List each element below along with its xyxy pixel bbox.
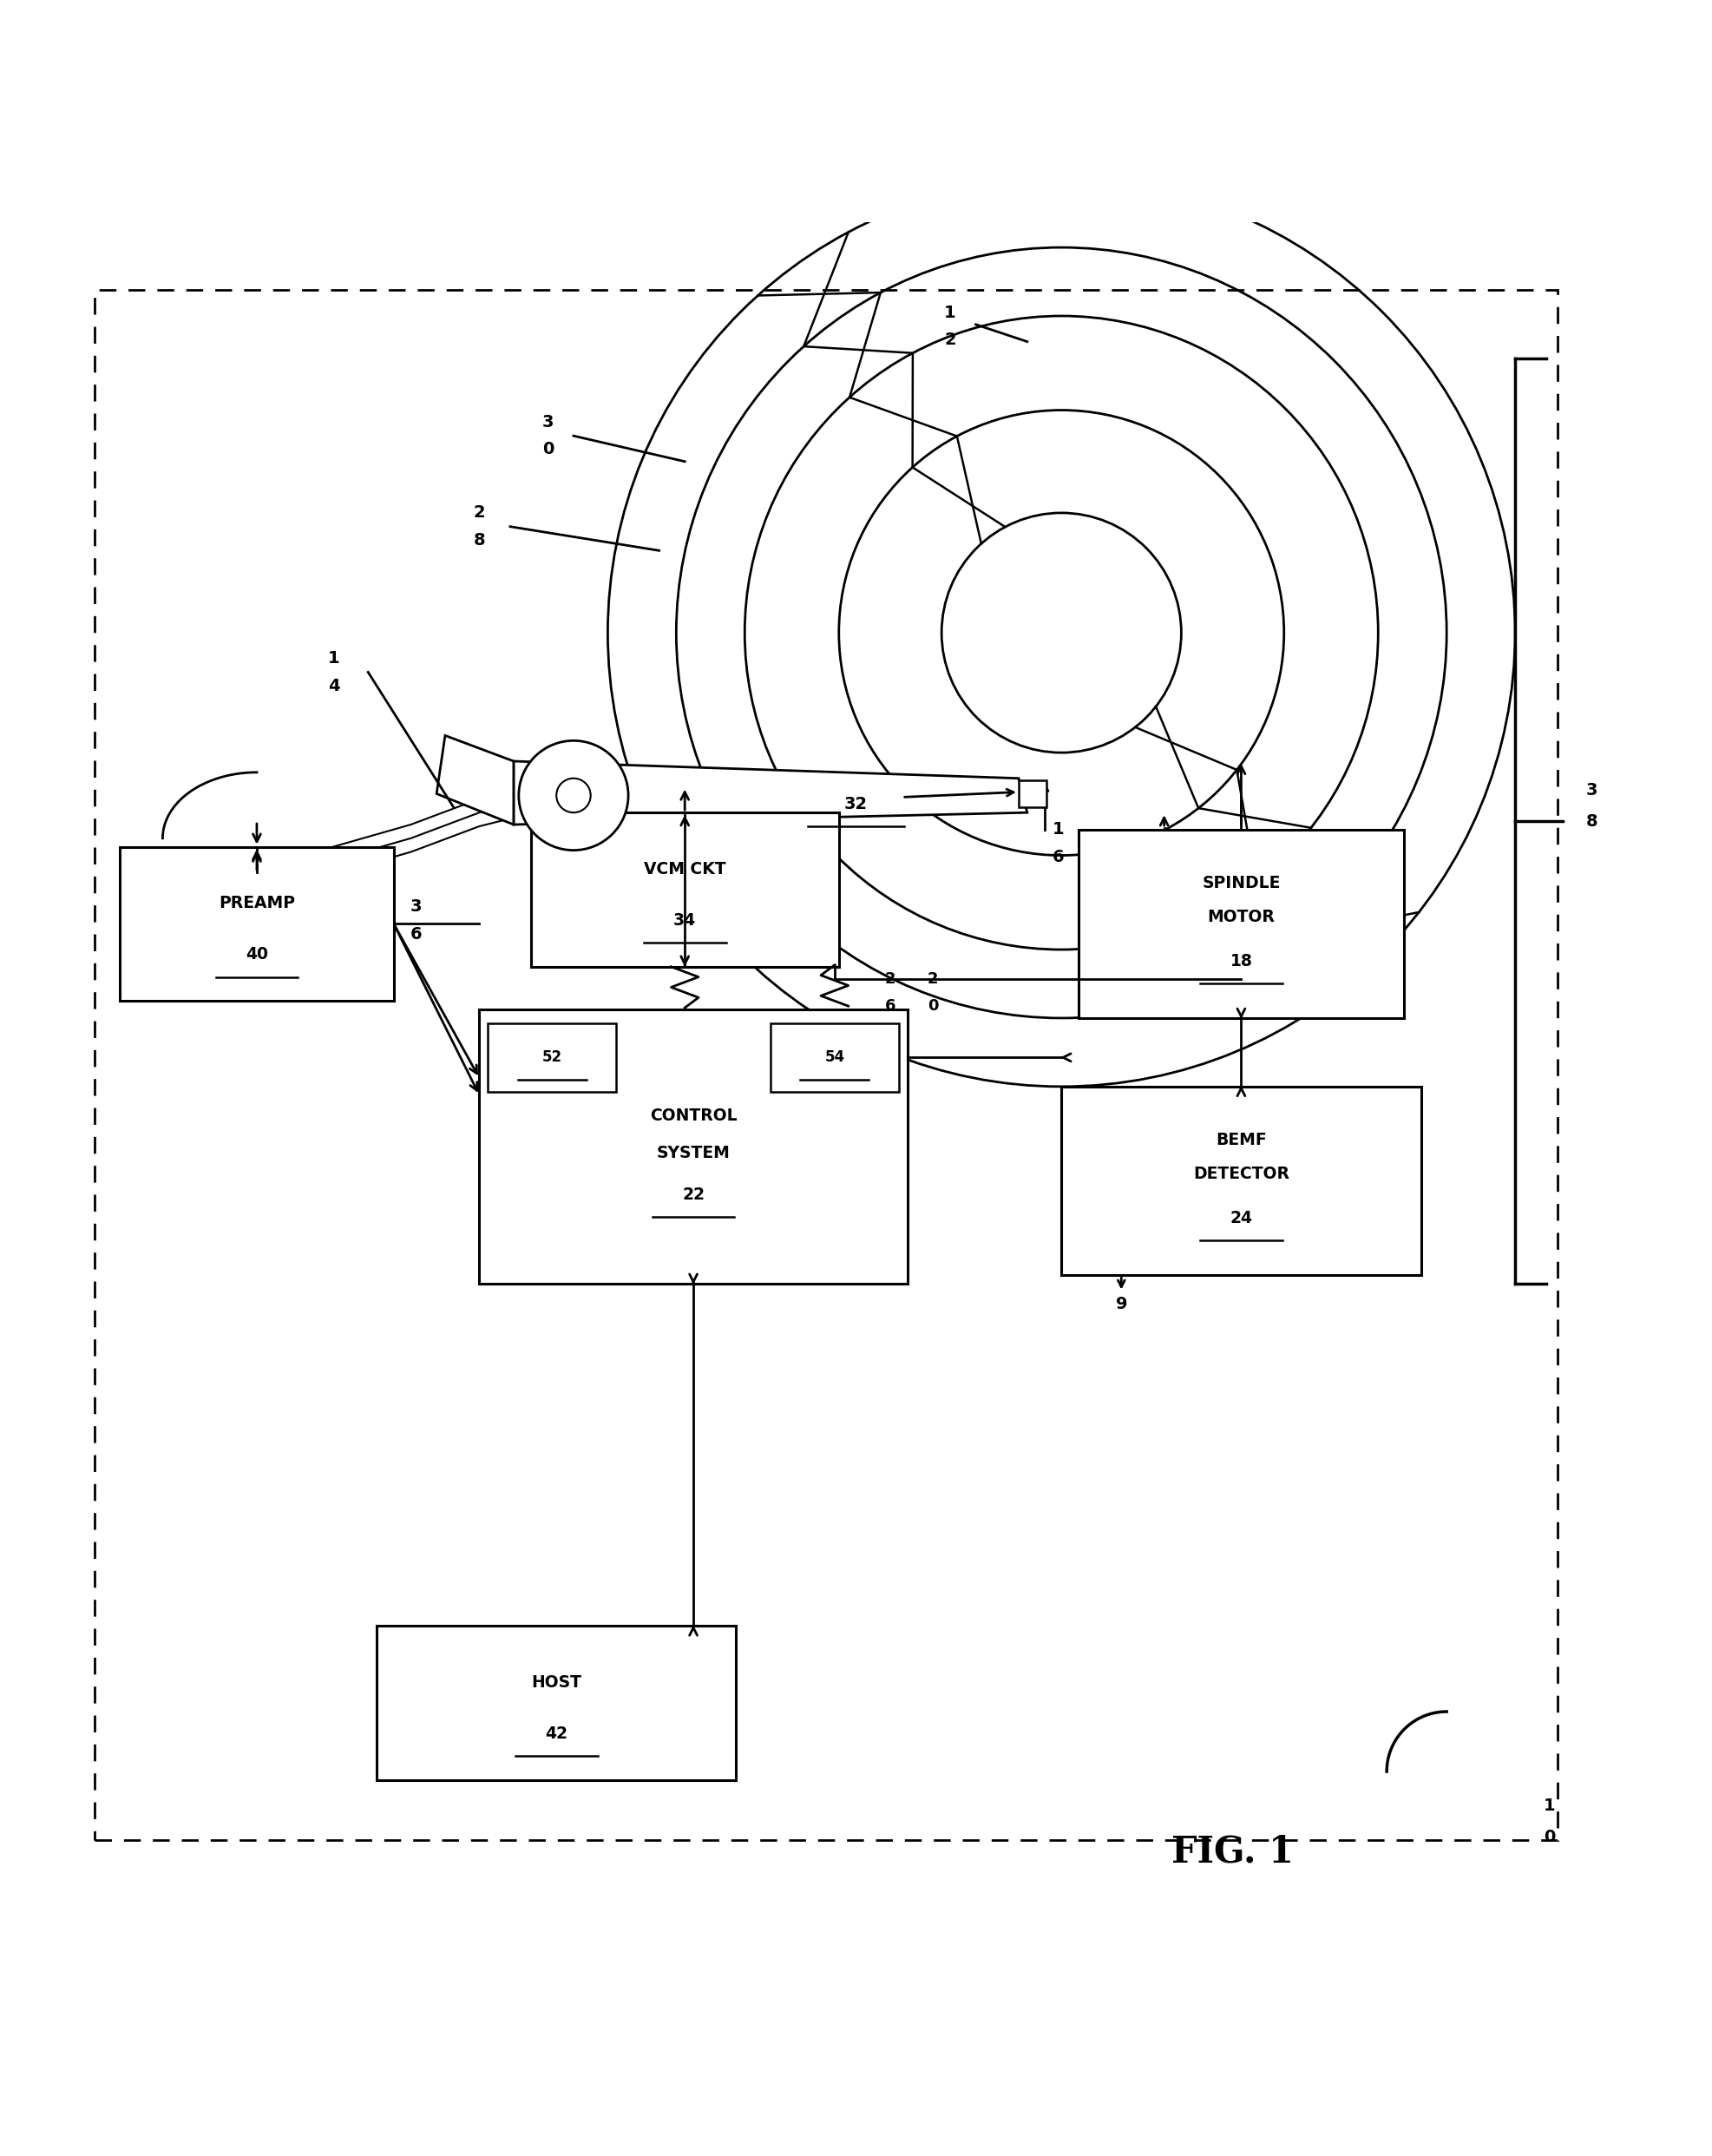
Text: 0: 0 <box>1275 860 1286 877</box>
Text: FIG. 1: FIG. 1 <box>1171 1835 1294 1869</box>
Bar <box>479 1009 907 1283</box>
Text: 6: 6 <box>411 925 421 942</box>
Text: 1: 1 <box>1544 1798 1554 1813</box>
Text: 3: 3 <box>411 899 421 914</box>
Bar <box>94 291 1558 1839</box>
Text: SYSTEM: SYSTEM <box>656 1145 731 1162</box>
Text: SPINDLE: SPINDLE <box>1202 875 1281 890</box>
Polygon shape <box>437 735 514 824</box>
Text: 0: 0 <box>1544 1828 1554 1846</box>
Text: 4: 4 <box>329 677 339 694</box>
Text: 6: 6 <box>1053 849 1063 865</box>
Text: DETECTOR: DETECTOR <box>1193 1166 1289 1181</box>
Text: 2: 2 <box>945 332 955 347</box>
Polygon shape <box>514 761 1027 824</box>
Bar <box>488 1024 616 1091</box>
Text: MOTOR: MOTOR <box>1207 910 1275 925</box>
Bar <box>1079 830 1404 1018</box>
Text: VCM CKT: VCM CKT <box>644 860 726 877</box>
Text: 3: 3 <box>1587 783 1597 798</box>
Text: 2: 2 <box>474 505 484 522</box>
Text: 6: 6 <box>885 998 895 1013</box>
Bar <box>1061 1087 1421 1274</box>
Text: 34: 34 <box>673 912 697 929</box>
Text: 54: 54 <box>825 1050 844 1065</box>
Text: 1: 1 <box>945 304 955 321</box>
Text: 2: 2 <box>928 970 938 987</box>
Text: 22: 22 <box>681 1186 705 1203</box>
Text: 3: 3 <box>543 414 553 431</box>
Text: 1: 1 <box>1053 821 1063 839</box>
Bar <box>120 847 394 1000</box>
Text: 32: 32 <box>844 796 868 813</box>
Circle shape <box>519 742 628 849</box>
Text: CONTROL: CONTROL <box>649 1108 738 1123</box>
Text: 0: 0 <box>543 442 553 457</box>
Circle shape <box>556 778 591 813</box>
Text: 52: 52 <box>543 1050 562 1065</box>
Text: 1: 1 <box>329 651 339 666</box>
Text: 24: 24 <box>1229 1210 1253 1227</box>
Bar <box>1019 780 1046 808</box>
Bar <box>531 813 839 966</box>
Text: 8: 8 <box>474 533 484 548</box>
Bar <box>377 1626 736 1781</box>
Text: 18: 18 <box>1229 953 1253 970</box>
Text: PREAMP: PREAMP <box>219 895 294 912</box>
Text: 40: 40 <box>245 946 269 964</box>
Text: 7: 7 <box>1275 834 1286 849</box>
Text: HOST: HOST <box>531 1675 582 1690</box>
Bar <box>770 1024 899 1091</box>
Text: 8: 8 <box>1587 813 1597 830</box>
Text: 9: 9 <box>1116 1296 1126 1313</box>
Text: 0: 0 <box>928 998 938 1013</box>
Text: BEMF: BEMF <box>1216 1132 1267 1147</box>
Text: 2: 2 <box>885 970 895 987</box>
Text: 42: 42 <box>544 1725 568 1742</box>
